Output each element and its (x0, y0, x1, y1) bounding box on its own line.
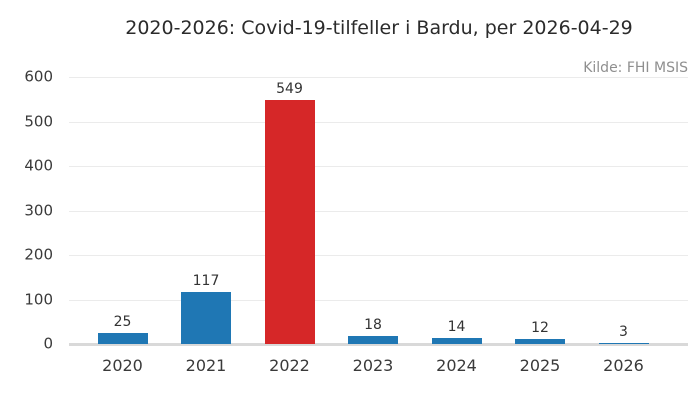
bar-2022 (264, 99, 315, 344)
x-axis-baseline (69, 342, 688, 346)
bar-value-label: 14 (447, 318, 466, 335)
source-annotation: Kilde: FHI MSIS (583, 60, 688, 76)
bar-value-label: 3 (619, 323, 628, 340)
y-axis-label: 500 (24, 112, 53, 130)
gridline (69, 77, 688, 78)
y-axis-label: 0 (43, 334, 53, 353)
gridline (69, 121, 688, 123)
x-axis-label: 2026 (603, 356, 644, 375)
gridline (69, 210, 688, 212)
bar-value-label: 25 (113, 313, 132, 330)
bar-2026 (598, 342, 649, 344)
y-axis-label: 600 (24, 67, 53, 86)
bar-2025 (515, 338, 565, 344)
y-axis-label: 200 (24, 245, 53, 264)
x-axis-label: 2021 (185, 356, 227, 375)
bar-2020 (97, 332, 148, 344)
x-axis-label: 2025 (519, 356, 561, 375)
chart-title: 2020-2026: Covid-19-tilfeller i Bardu, p… (125, 17, 633, 39)
bar-2024 (431, 337, 482, 344)
y-axis-label: 400 (24, 156, 53, 175)
bar-value-label: 117 (192, 272, 220, 289)
gridline (69, 255, 688, 256)
bar-2023 (348, 336, 398, 344)
x-axis-label: 2020 (102, 356, 143, 375)
bar-value-label: 12 (531, 319, 549, 336)
y-axis-label: 300 (24, 201, 53, 219)
plot-area: 0 100 200 300 400 500 600 25 2020 117 2021 549 2022 1… (24, 69, 688, 375)
y-axis-label: 100 (24, 290, 53, 308)
x-axis-label: 2023 (352, 356, 394, 375)
bar-2021 (181, 291, 231, 344)
x-axis-label: 2024 (436, 356, 477, 375)
gridline (69, 166, 688, 167)
bar-value-label: 18 (364, 316, 382, 333)
gridline (69, 299, 688, 301)
bar-value-label: 549 (276, 80, 303, 97)
x-axis-label: 2022 (269, 356, 310, 375)
